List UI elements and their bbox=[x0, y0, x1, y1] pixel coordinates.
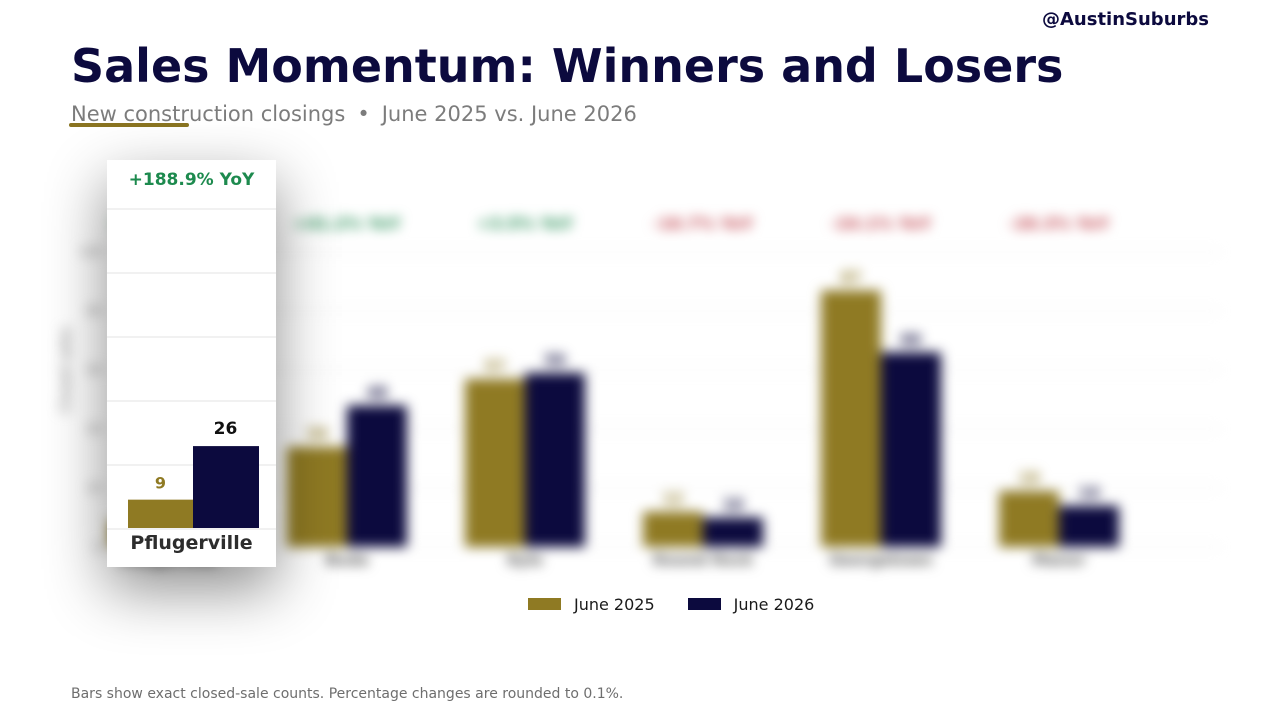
data-label-june-2026: 59 bbox=[545, 351, 566, 369]
y-tick-label: 60 bbox=[87, 363, 102, 377]
y-axis-label: Closed sales bbox=[58, 326, 74, 413]
focus-card: 9 26 +188.9% YoY Pflugerville bbox=[107, 160, 276, 567]
data-label-june-2025: 12 bbox=[663, 490, 684, 508]
legend-label-june-2026: June 2026 bbox=[733, 594, 815, 614]
x-tick-label: Round Rock bbox=[653, 551, 754, 569]
legend-swatch-june-2025 bbox=[528, 598, 561, 610]
yoy-label: -24.1% YoY bbox=[831, 214, 932, 233]
yoy-label: -16.7% YoY bbox=[653, 214, 754, 233]
legend-label-june-2025: June 2025 bbox=[574, 594, 655, 614]
blurred-bar-chart: 0 20 40 60 80 100 Closed sales 9 26 Pflugerville +… bbox=[58, 214, 1220, 569]
y-tick-label: 80 bbox=[87, 304, 102, 318]
bar-june-2026-georgetown bbox=[881, 352, 941, 547]
bar-june-2025-buda bbox=[287, 446, 347, 547]
data-label-june-2026: 66 bbox=[901, 330, 922, 348]
subtitle-period: June 2025 vs. June 2026 bbox=[381, 102, 637, 126]
focus-bar-june-2026 bbox=[193, 446, 259, 528]
subtitle-underline-accent bbox=[69, 123, 189, 127]
bar-june-2025-georgetown bbox=[821, 290, 881, 547]
legend-swatch-june-2026 bbox=[687, 598, 721, 610]
focus-category-label: Pflugerville bbox=[130, 532, 253, 554]
yoy-label: -26.3% YoY bbox=[1009, 214, 1110, 233]
data-label-june-2025: 87 bbox=[841, 268, 862, 286]
data-label-june-2025: 57 bbox=[485, 357, 506, 375]
subtitle-metric: New construction closings bbox=[71, 102, 346, 126]
x-tick-label: Kyle bbox=[507, 551, 543, 569]
y-tick-label: 40 bbox=[87, 422, 102, 436]
page-title: Sales Momentum: Winners and Losers bbox=[71, 39, 1064, 93]
y-tick-label: 20 bbox=[87, 481, 102, 495]
x-tick-label: Buda bbox=[326, 551, 369, 569]
legend-item-june-2026: June 2026 bbox=[687, 594, 815, 614]
bar-june-2026-manor bbox=[1059, 505, 1119, 547]
footnote: Bars show exact closed-sale counts. Perc… bbox=[71, 686, 624, 702]
legend-item-june-2025: June 2025 bbox=[528, 595, 655, 614]
data-label-june-2025: 34 bbox=[307, 425, 328, 443]
bar-june-2026-kyle bbox=[525, 372, 585, 547]
focus-data-label-june-2025: 9 bbox=[155, 474, 166, 493]
focus-data-label-june-2026: 26 bbox=[214, 419, 238, 439]
bar-june-2025-kyle bbox=[465, 378, 525, 547]
data-label-june-2025: 19 bbox=[1019, 469, 1040, 487]
yoy-label: +41.2% YoY bbox=[293, 214, 401, 233]
yoy-label: +3.5% YoY bbox=[477, 214, 573, 233]
focus-yoy-label: +188.9% YoY bbox=[128, 170, 255, 190]
y-tick-label: 0 bbox=[94, 540, 102, 554]
focus-bar-june-2025 bbox=[128, 499, 193, 528]
account-handle: @AustinSuburbs bbox=[1041, 9, 1209, 30]
y-tick-label: 100 bbox=[79, 245, 102, 259]
bar-june-2025-manor bbox=[999, 490, 1059, 547]
data-label-june-2026: 48 bbox=[367, 383, 388, 401]
chart-legend: June 2025 June 2026 bbox=[528, 592, 847, 616]
data-label-june-2026: 14 bbox=[1079, 484, 1100, 502]
bar-june-2026-round-rock bbox=[703, 517, 763, 547]
subtitle: New construction closings • June 2025 vs. … bbox=[71, 101, 637, 127]
data-label-june-2026: 10 bbox=[723, 496, 744, 514]
x-tick-label: Georgetown bbox=[829, 551, 932, 569]
bar-june-2026-buda bbox=[347, 405, 407, 547]
focus-chart: 9 26 bbox=[107, 208, 276, 530]
x-tick-label: Manor bbox=[1032, 551, 1086, 569]
bar-june-2025-round-rock bbox=[643, 511, 703, 547]
subtitle-separator: • bbox=[357, 102, 370, 126]
